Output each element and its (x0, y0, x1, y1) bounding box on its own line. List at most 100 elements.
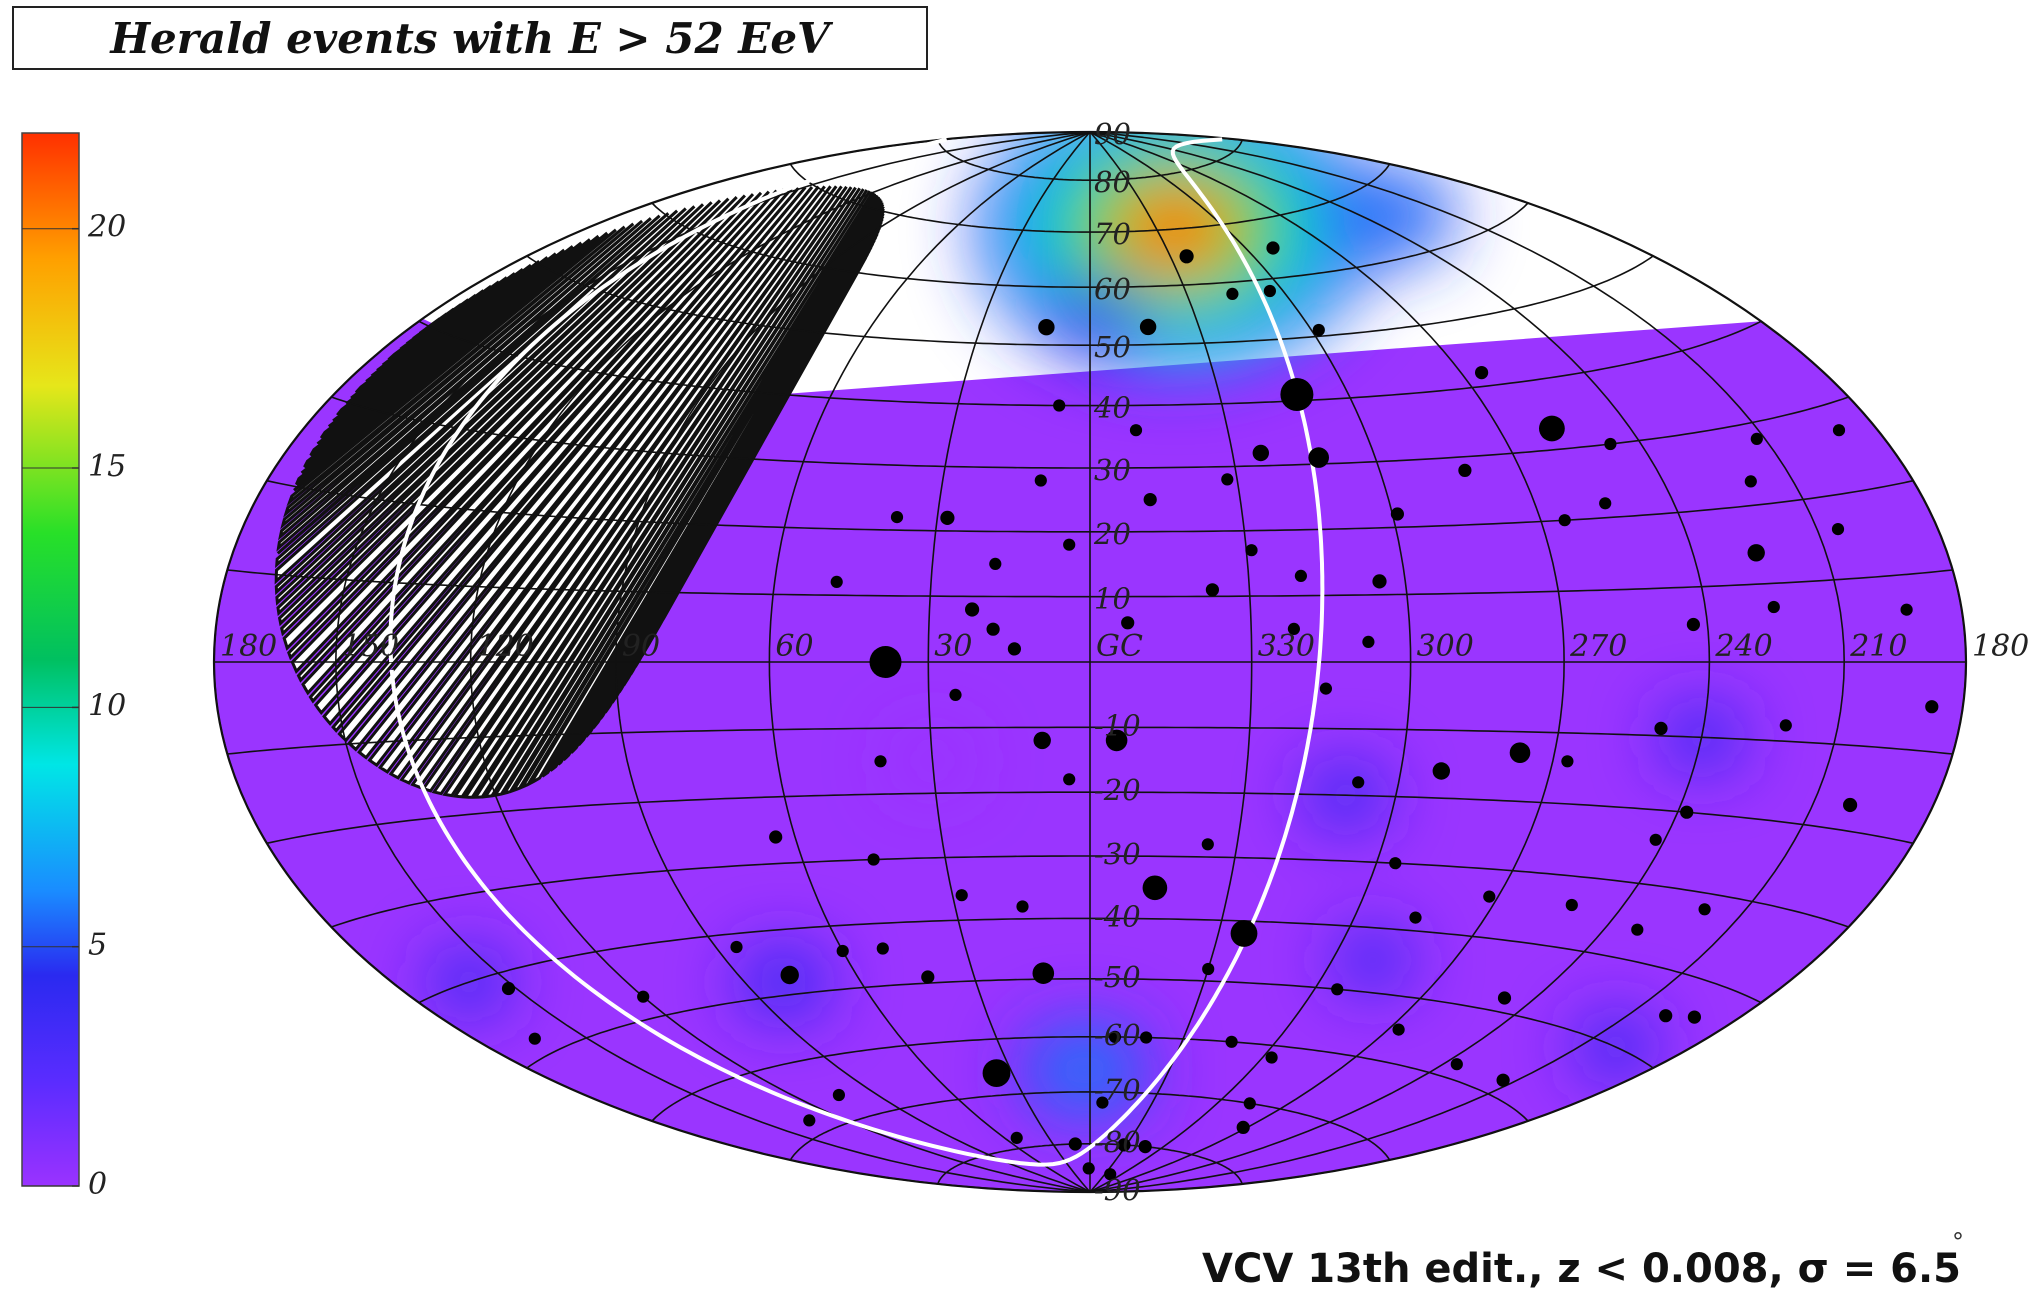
source-point (1686, 617, 1700, 632)
latitude-tick-label: 20 (1093, 517, 1131, 551)
source-point (1458, 463, 1472, 477)
colorbar-tick-label: 5 (88, 928, 107, 963)
source-point (1294, 569, 1307, 583)
latitude-tick-label: -90 (1094, 1173, 1141, 1207)
longitude-tick-label: 120 (477, 629, 534, 664)
source-point (1287, 622, 1300, 636)
source-point (1221, 473, 1234, 486)
source-point (1659, 1009, 1673, 1023)
latitude-tick-label: -50 (1094, 960, 1141, 994)
source-point (1308, 447, 1329, 468)
source-point (1362, 635, 1375, 649)
longitude-tick-label: 300 (1417, 629, 1474, 664)
heat-spot (1334, 931, 1412, 989)
source-point (1243, 1097, 1256, 1110)
source-point (982, 1059, 1011, 1087)
latitude-tick-label: -70 (1094, 1073, 1141, 1107)
longitude-tick-label: 180 (1972, 629, 2029, 664)
source-point (1121, 616, 1135, 630)
source-point (1565, 898, 1578, 912)
source-point (1925, 700, 1939, 714)
longitude-gridline (615, 131, 1091, 1193)
source-point (836, 944, 849, 958)
longitude-tick-label: 150 (342, 629, 399, 664)
coordinate-grid (212, 130, 1968, 1194)
source-point (1561, 755, 1574, 768)
longitude-tick-label: 240 (1714, 629, 1772, 664)
source-point (1226, 287, 1239, 300)
source-point (1105, 729, 1128, 752)
source-point (989, 557, 1002, 571)
source-point (1205, 583, 1219, 597)
source-point (1010, 1131, 1023, 1144)
source-point (1475, 366, 1489, 380)
axis-labels: 180 150 120 90 60 30 GC 330 300 270 240 210 180 90 80 7… (220, 117, 2029, 1207)
source-point (876, 942, 889, 955)
source-point (1680, 805, 1694, 819)
source-point (830, 575, 843, 589)
source-point (1033, 731, 1051, 750)
source-point (1245, 544, 1258, 557)
source-point (1744, 475, 1757, 488)
source-point (803, 1114, 816, 1127)
source-point (1747, 544, 1765, 562)
source-point (1108, 1030, 1122, 1043)
source-point (637, 990, 650, 1003)
source-point (1139, 318, 1157, 336)
source-point (832, 1088, 846, 1102)
latitude-tick-label: 10 (1094, 582, 1131, 616)
latitude-tick-label: 70 (1094, 217, 1131, 251)
source-point (1831, 523, 1845, 536)
heat-spot (737, 948, 830, 1017)
source-point (986, 622, 1000, 636)
source-point (1104, 1168, 1117, 1181)
source-point (1390, 507, 1404, 521)
chart-title-box: Herald events with E > 52 EeV (12, 6, 928, 70)
latitude-tick-label: -20 (1094, 773, 1141, 807)
source-point (1179, 249, 1194, 264)
colorbar-gradient (21, 132, 80, 1187)
source-point (965, 602, 980, 617)
source-point (1604, 437, 1617, 451)
source-point (874, 755, 887, 768)
source-point (1331, 983, 1344, 996)
source-point (890, 510, 904, 524)
source-point (1096, 1096, 1109, 1109)
latitude-tick-label: -40 (1094, 899, 1141, 933)
longitude-gridline (1089, 131, 1412, 1193)
colorbar-tick-label: 15 (88, 449, 126, 484)
source-point (1432, 762, 1451, 780)
source-point (869, 646, 902, 678)
colorbar-tick-label: 0 (88, 1167, 107, 1202)
latitude-tick-label: 40 (1093, 391, 1131, 425)
footer-caption: VCV 13th edit., z < 0.008, σ = 6.5 (1202, 1246, 1961, 1292)
source-point (1068, 1137, 1082, 1151)
source-point (1038, 319, 1055, 336)
longitude-tick-label: 330 (1258, 629, 1315, 664)
source-point (1117, 1138, 1131, 1152)
longitude-tick-label: 60 (775, 629, 813, 664)
source-point (1843, 797, 1858, 813)
source-point (1509, 742, 1531, 763)
latitude-tick-label: -30 (1094, 837, 1141, 871)
heat-spot (1349, 185, 1428, 244)
exposure-boundary (274, 185, 885, 799)
source-point (528, 1032, 541, 1045)
chart-title: Herald events with E > 52 EeV (110, 13, 830, 63)
source-point (1767, 600, 1780, 614)
longitude-tick-label: 210 (1849, 629, 1907, 664)
longitude-gridline (768, 131, 1091, 1193)
source-point (1496, 1073, 1510, 1087)
source-point (1016, 900, 1029, 913)
source-point (1558, 514, 1571, 527)
source-point (1392, 1023, 1405, 1036)
source-point (1265, 1051, 1278, 1064)
source-point (1409, 911, 1422, 924)
sky-map: 180 150 120 90 60 30 GC 330 300 270 240 210 180 90 80 7… (212, 117, 2029, 1207)
source-point (1631, 923, 1644, 936)
source-point (1698, 903, 1711, 916)
latitude-tick-label: -80 (1094, 1125, 1141, 1159)
longitude-gridline (334, 131, 1091, 1193)
source-point (1389, 857, 1402, 870)
